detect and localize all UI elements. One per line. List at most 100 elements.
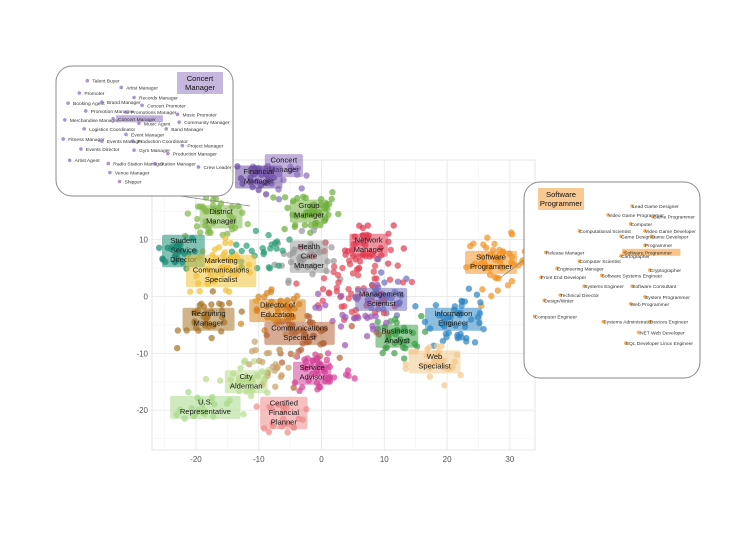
cluster-label-line: Management [359, 289, 404, 298]
cluster-label: Student Service Director [170, 236, 197, 264]
scatter-point [270, 194, 277, 201]
inset-point [175, 112, 180, 117]
cluster-label-line: Software [476, 252, 506, 261]
inset-point-label: Booking Agent [73, 101, 105, 107]
scatter-point [279, 247, 286, 254]
scatter-point [248, 247, 255, 255]
scatter-point [402, 361, 409, 368]
scatter-point [491, 240, 498, 248]
inset-point [63, 118, 67, 122]
inset-point [619, 254, 623, 258]
scatter-point [298, 185, 305, 192]
scatter-point [339, 264, 346, 272]
inset-point [651, 214, 655, 219]
scatter-point [202, 375, 210, 383]
scatter-point [328, 195, 335, 203]
scatter-point [262, 191, 270, 198]
inset-point-label: Merchandise Manager [70, 118, 119, 124]
scatter-point [207, 229, 214, 237]
cluster-label-box [425, 307, 482, 331]
inset-point-label: Promoter [84, 91, 104, 97]
scatter-point [265, 264, 273, 271]
scatter-point [426, 373, 434, 380]
scatter-point [278, 359, 286, 366]
inset-frame [55, 65, 234, 197]
inset-point [67, 158, 72, 163]
cluster-label-line: U.S. [198, 397, 213, 406]
inset-point-label: Computer Scientist [579, 259, 621, 265]
inset-title-line: Programmer [540, 199, 583, 208]
scatter-point [329, 189, 336, 196]
scatter-point [196, 302, 203, 309]
scatter-point [465, 285, 473, 292]
scatter-point [243, 242, 250, 249]
inset-point [140, 103, 144, 108]
inset-point-label: Music Promoter [183, 112, 218, 118]
inset-point [600, 273, 604, 278]
scatter-point [508, 277, 516, 285]
scatter-point [394, 262, 401, 269]
cluster-label: Recruiting Manager [191, 309, 225, 328]
inset-point-label: Community Manager [184, 120, 230, 126]
inset-point [624, 341, 628, 345]
cluster-label: U.S. Representative [180, 397, 231, 416]
cluster-label: Health Care Manager [294, 242, 324, 270]
inset-point [153, 161, 157, 166]
cluster-label: Financial Manager [244, 167, 275, 186]
scatter-point [208, 334, 215, 342]
inset-point-label: Systems Engineer [584, 284, 624, 290]
inset-point-label: Radio Station Manager [113, 162, 163, 168]
scatter-point [306, 313, 313, 321]
scatter-point [226, 299, 233, 307]
inset-point [196, 165, 201, 169]
cluster-label: Software Programmer [470, 252, 513, 271]
inset-point [111, 117, 115, 121]
inset-point [643, 229, 647, 233]
cluster-label: Service Advisor [299, 363, 325, 382]
inset-point [636, 330, 641, 335]
inset-point [66, 101, 70, 105]
inset-point-label: Venue Manager [115, 171, 150, 177]
scatter-point [290, 384, 297, 391]
inset-point [132, 148, 136, 152]
inset-point-label: Station Manager [160, 162, 196, 168]
inset-point-label: Programmer [645, 243, 673, 249]
scatter-point [278, 372, 285, 379]
scatter-point [367, 313, 375, 320]
scatter-point [335, 210, 342, 218]
inset-point [164, 127, 169, 131]
scatter-point [349, 270, 357, 277]
scatter-point [324, 350, 332, 357]
cluster-label-box [182, 307, 235, 331]
y-tick-label: 0 [144, 292, 149, 301]
cluster-label: Marketing Communications Specialist [193, 256, 250, 284]
cluster-label-line: Education [261, 310, 295, 319]
inset-point [628, 302, 633, 306]
inset-point-label: .NET Web Developer [639, 330, 685, 336]
scatter-point [364, 222, 372, 229]
scatter-point [216, 377, 224, 384]
scatter-point [373, 275, 380, 282]
scatter-point [463, 338, 470, 345]
scatter-point [251, 338, 258, 345]
scatter-point [263, 290, 271, 297]
scatter-point [335, 279, 342, 286]
scatter-point [193, 223, 201, 230]
inset-point-label: Computer Engineer [535, 314, 578, 320]
scatter-point [402, 365, 409, 372]
inset-point [558, 293, 562, 297]
inset-software-programmer: Software Programmer Lead Game DesignerVide… [499, 181, 701, 379]
scatter-point [461, 298, 469, 305]
inset-point [61, 137, 66, 141]
scatter-point [241, 357, 249, 364]
cluster-label-line: Analyst [384, 336, 410, 345]
inset-point-label: Shipper [125, 180, 142, 186]
scatter-point [298, 227, 306, 235]
inset-point [577, 259, 582, 264]
cluster-label-box [170, 395, 241, 419]
inset-point [180, 143, 185, 148]
inset-point-label: Crew Leader [203, 165, 231, 171]
inset-point-label: Event Manager [131, 132, 165, 138]
